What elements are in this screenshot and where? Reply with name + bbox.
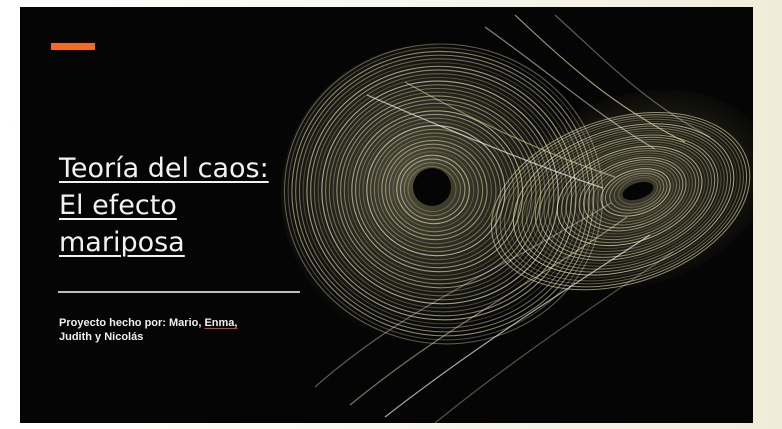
attractor-strand bbox=[600, 168, 671, 217]
attractor-strand bbox=[517, 125, 732, 273]
attractor-strand bbox=[313, 73, 568, 313]
attractor-strand bbox=[530, 132, 722, 264]
attractor-strand bbox=[565, 150, 697, 241]
left-wing bbox=[283, 43, 604, 345]
left-eye bbox=[413, 168, 451, 206]
title-divider bbox=[58, 291, 300, 293]
attractor-strand bbox=[499, 116, 744, 285]
attractor-strand bbox=[526, 130, 725, 267]
attractor-strand bbox=[328, 87, 550, 297]
attractor-strand bbox=[377, 136, 493, 245]
attractor-strand bbox=[490, 112, 751, 291]
right-wing bbox=[490, 112, 751, 291]
attractor-strand bbox=[561, 147, 700, 244]
attractor-strand bbox=[283, 43, 604, 345]
attractor-strand bbox=[399, 158, 466, 221]
attractor-strand bbox=[347, 106, 528, 277]
cross-strand bbox=[514, 14, 686, 143]
attractor-strand bbox=[591, 163, 678, 223]
attractor-strand bbox=[578, 156, 687, 232]
attractor-strand bbox=[508, 121, 738, 279]
attractor-strand bbox=[512, 123, 735, 276]
attractor-strand bbox=[388, 147, 479, 233]
cross-strands bbox=[314, 14, 711, 423]
attractor-strand bbox=[587, 161, 681, 226]
attractor-strand bbox=[310, 69, 573, 317]
title-slide[interactable]: Teoría del caos: El efecto mariposa Proy… bbox=[20, 7, 753, 423]
title-line-3: mariposa bbox=[59, 227, 185, 258]
attractor-strand bbox=[407, 165, 457, 213]
attractor-strand bbox=[355, 113, 519, 269]
lorenz-attractor-icon bbox=[281, 14, 753, 423]
attractor-strand bbox=[306, 65, 577, 321]
cross-strand bbox=[434, 251, 674, 423]
slide-subtitle: Proyecto hecho por: Mario, Enma, Judith … bbox=[59, 316, 309, 344]
attractor-strand bbox=[343, 102, 533, 281]
attractor-strand bbox=[340, 99, 537, 285]
attractor-strand bbox=[302, 62, 581, 325]
attractor-strand bbox=[298, 58, 586, 329]
attractor-strand bbox=[362, 121, 510, 261]
attractor-strand bbox=[325, 84, 555, 301]
attractor-strand bbox=[358, 117, 515, 265]
subtitle-line-2: Judith y Nicolás bbox=[59, 331, 144, 343]
attractor-strand bbox=[403, 162, 461, 217]
attractor-strand bbox=[396, 154, 470, 225]
attractor-strand bbox=[370, 128, 501, 253]
attractor-strand bbox=[385, 143, 484, 237]
cross-strand bbox=[384, 234, 651, 418]
title-line-2: El efecto bbox=[59, 190, 177, 221]
attractor-strand bbox=[556, 145, 703, 247]
attractor-strand bbox=[332, 91, 546, 293]
attractor-strand bbox=[495, 114, 748, 288]
attractor-strand bbox=[336, 95, 541, 289]
cross-strand bbox=[314, 202, 612, 388]
attractor-strand bbox=[596, 165, 674, 220]
attractor-strand bbox=[539, 136, 716, 258]
attractor-strand bbox=[613, 174, 662, 208]
slide-title: Teoría del caos: El efecto mariposa bbox=[59, 150, 319, 261]
attractor-strand bbox=[373, 132, 497, 249]
attractor-strand bbox=[552, 143, 706, 250]
attractor-strand bbox=[366, 125, 506, 257]
attractor-strand bbox=[381, 139, 488, 241]
cross-strand bbox=[366, 94, 604, 189]
attractor-strand bbox=[287, 47, 599, 341]
attractor-strand bbox=[521, 127, 728, 270]
attractor-strand bbox=[609, 172, 665, 211]
attractor-strand bbox=[534, 134, 719, 261]
attractor-strand bbox=[583, 159, 684, 229]
subtitle-prefix: Proyecto hecho por: Mario, bbox=[59, 317, 205, 329]
spellcheck-word: Enma, bbox=[204, 317, 238, 329]
title-line-1: Teoría del caos: bbox=[59, 153, 269, 184]
cross-strand bbox=[404, 81, 616, 178]
attractor-strand bbox=[392, 151, 475, 229]
attractor-strand bbox=[604, 170, 668, 214]
accent-bar bbox=[51, 43, 95, 50]
attractor-strand bbox=[504, 118, 741, 282]
cross-strand bbox=[349, 216, 628, 406]
attractor-strand bbox=[295, 54, 590, 333]
attractor-strand bbox=[574, 154, 690, 235]
right-eye bbox=[622, 181, 654, 201]
attractor-strand bbox=[291, 50, 595, 337]
cross-strand bbox=[484, 26, 656, 150]
attractor-strand bbox=[618, 177, 658, 205]
attractor-strand bbox=[569, 152, 693, 238]
cross-strand bbox=[554, 14, 711, 138]
attractor-strand bbox=[351, 110, 524, 273]
attractor-strand bbox=[543, 138, 713, 255]
attractor-strand bbox=[547, 141, 709, 252]
